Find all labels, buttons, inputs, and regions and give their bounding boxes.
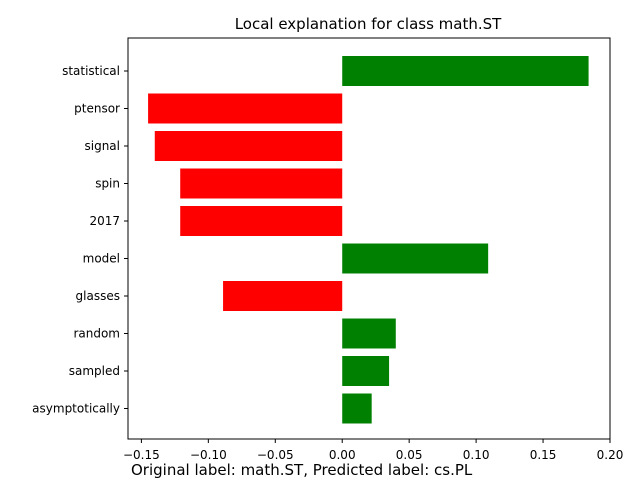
bar-ptensor bbox=[148, 93, 343, 124]
x-tick-label-1: −0.10 bbox=[190, 448, 227, 462]
y-tick-label-spin: spin bbox=[95, 177, 120, 191]
bar-glasses bbox=[223, 281, 343, 311]
y-tick-group: statistical ptensor signal spin 2017 model gla… bbox=[32, 64, 128, 416]
y-tick-label-sampled: sampled bbox=[69, 364, 120, 378]
y-tick-label-asymptotically: asymptotically bbox=[32, 402, 120, 416]
chart-title: Local explanation for class math.ST bbox=[235, 15, 502, 33]
x-tick-label-3: 0.00 bbox=[329, 448, 356, 462]
x-tick-label-6: 0.15 bbox=[530, 448, 557, 462]
bars-group bbox=[148, 56, 589, 424]
bar-spin bbox=[180, 168, 343, 199]
x-tick-group: −0.15 −0.10 −0.05 0.00 0.05 0.10 0.15 0.20 bbox=[123, 439, 623, 462]
y-tick-label-statistical: statistical bbox=[62, 64, 120, 78]
y-tick-label-signal: signal bbox=[85, 139, 121, 153]
y-tick-label-random: random bbox=[73, 327, 120, 341]
caption: Original label: math.ST, Predicted label… bbox=[131, 461, 473, 479]
x-tick-label-2: −0.05 bbox=[257, 448, 294, 462]
x-tick-label-5: 0.10 bbox=[463, 448, 490, 462]
bar-signal bbox=[154, 131, 343, 161]
bar-asymptotically bbox=[342, 393, 372, 424]
y-tick-label-2017: 2017 bbox=[89, 214, 120, 228]
y-tick-label-glasses: glasses bbox=[76, 289, 120, 303]
x-tick-label-4: 0.05 bbox=[396, 448, 423, 462]
bar-statistical bbox=[342, 56, 589, 86]
bar-random bbox=[342, 318, 396, 349]
y-tick-label-model: model bbox=[83, 252, 120, 266]
bar-sampled bbox=[342, 356, 390, 386]
plot-frame bbox=[127, 37, 611, 440]
x-tick-label-0: −0.15 bbox=[123, 448, 160, 462]
y-tick-label-ptensor: ptensor bbox=[74, 102, 120, 116]
x-tick-label-7: 0.20 bbox=[597, 448, 624, 462]
bar-model bbox=[342, 243, 489, 274]
bar-2017 bbox=[180, 206, 343, 236]
